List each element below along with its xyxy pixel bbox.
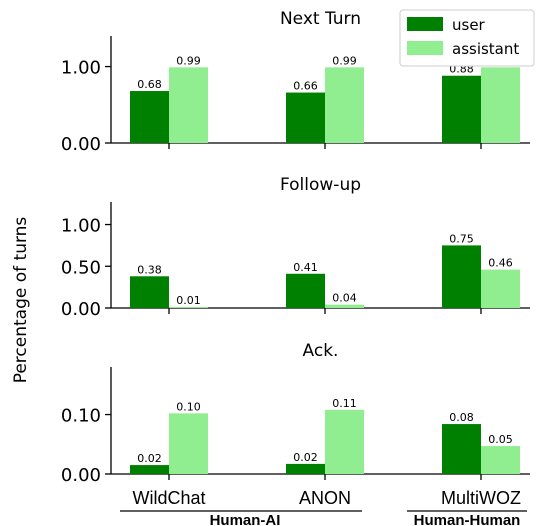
data-label-user-multiwoz: 0.75 xyxy=(449,232,474,245)
data-label-user-wildchat: 0.68 xyxy=(137,78,162,91)
bar-assistant-anon xyxy=(325,409,364,474)
data-label-assistant-wildchat: 0.01 xyxy=(176,294,201,307)
group-label-human-ai: Human-AI xyxy=(210,512,281,526)
data-label-user-wildchat: 0.02 xyxy=(137,452,162,465)
y-tick-label: 0.10 xyxy=(61,406,101,427)
bar-user-wildchat xyxy=(130,91,169,143)
bar-assistant-anon xyxy=(325,304,364,308)
legend-label-user: user xyxy=(452,16,486,34)
data-label-assistant-multiwoz: 0.05 xyxy=(488,433,513,446)
y-tick-label: 0.50 xyxy=(61,257,101,278)
bar-user-anon xyxy=(286,92,325,143)
bar-assistant-wildchat xyxy=(169,413,208,474)
panel-title: Follow-up xyxy=(280,175,361,195)
data-label-assistant-wildchat: 0.10 xyxy=(176,400,201,413)
bar-user-anon xyxy=(286,273,325,308)
y-axis-label: Percentage of turns xyxy=(11,217,31,384)
x-tick-label-wildchat: WildChat xyxy=(132,488,205,508)
panels: Next Turn0.001.000.680.660.880.990.990.9… xyxy=(61,9,530,486)
bar-assistant-wildchat xyxy=(169,307,208,308)
panel-title: Ack. xyxy=(303,341,339,361)
bar-assistant-multiwoz xyxy=(481,269,520,308)
y-tick-label: 0.00 xyxy=(61,465,101,486)
data-label-assistant-anon: 0.99 xyxy=(332,54,357,67)
y-tick-label: 1.00 xyxy=(61,58,101,79)
legend-swatch-user xyxy=(407,17,443,31)
data-label-assistant-anon: 0.04 xyxy=(332,292,357,305)
bar-assistant-multiwoz xyxy=(481,446,520,474)
data-label-user-multiwoz: 0.08 xyxy=(449,411,474,424)
data-label-user-anon: 0.41 xyxy=(293,261,318,274)
panel-3: Ack. 0.00 0.10 0.02 0.02 0.08 0.10 0.11 0.05 xyxy=(61,341,530,486)
bar-assistant-wildchat xyxy=(169,67,208,143)
data-label-user-anon: 0.02 xyxy=(293,451,318,464)
x-tick-label-anon: ANON xyxy=(299,488,351,508)
data-label-user-wildchat: 0.38 xyxy=(137,263,162,276)
panel-2: Follow-up 0.00 0.50 1.00 0.38 0.41 0.75 0.01 0.0… xyxy=(61,175,530,320)
group-label-human-human: Human-Human xyxy=(414,512,521,526)
bar-user-wildchat xyxy=(130,465,169,474)
legend-label-assistant: assistant xyxy=(452,40,519,58)
bar-user-wildchat xyxy=(130,276,169,308)
y-tick-label: 1.00 xyxy=(61,216,101,237)
y-tick-label: 0.00 xyxy=(61,134,101,155)
data-label-assistant-anon: 0.11 xyxy=(332,397,357,410)
y-tick-label: 0.00 xyxy=(61,299,101,320)
bar-user-anon xyxy=(286,463,325,474)
data-label-assistant-wildchat: 0.99 xyxy=(176,54,201,67)
data-label-assistant-multiwoz: 0.46 xyxy=(488,257,513,270)
bar-user-multiwoz xyxy=(442,424,481,474)
bar-user-multiwoz xyxy=(442,75,481,143)
bar-user-multiwoz xyxy=(442,245,481,308)
x-tick-label-multiwoz: MultiWOZ xyxy=(441,488,521,508)
legend-swatch-assistant xyxy=(407,41,443,55)
panel-title: Next Turn xyxy=(280,9,361,29)
bar-assistant-multiwoz xyxy=(481,67,520,143)
data-label-user-anon: 0.66 xyxy=(293,80,318,93)
legend: user assistant xyxy=(399,9,535,67)
bar-assistant-anon xyxy=(325,67,364,143)
